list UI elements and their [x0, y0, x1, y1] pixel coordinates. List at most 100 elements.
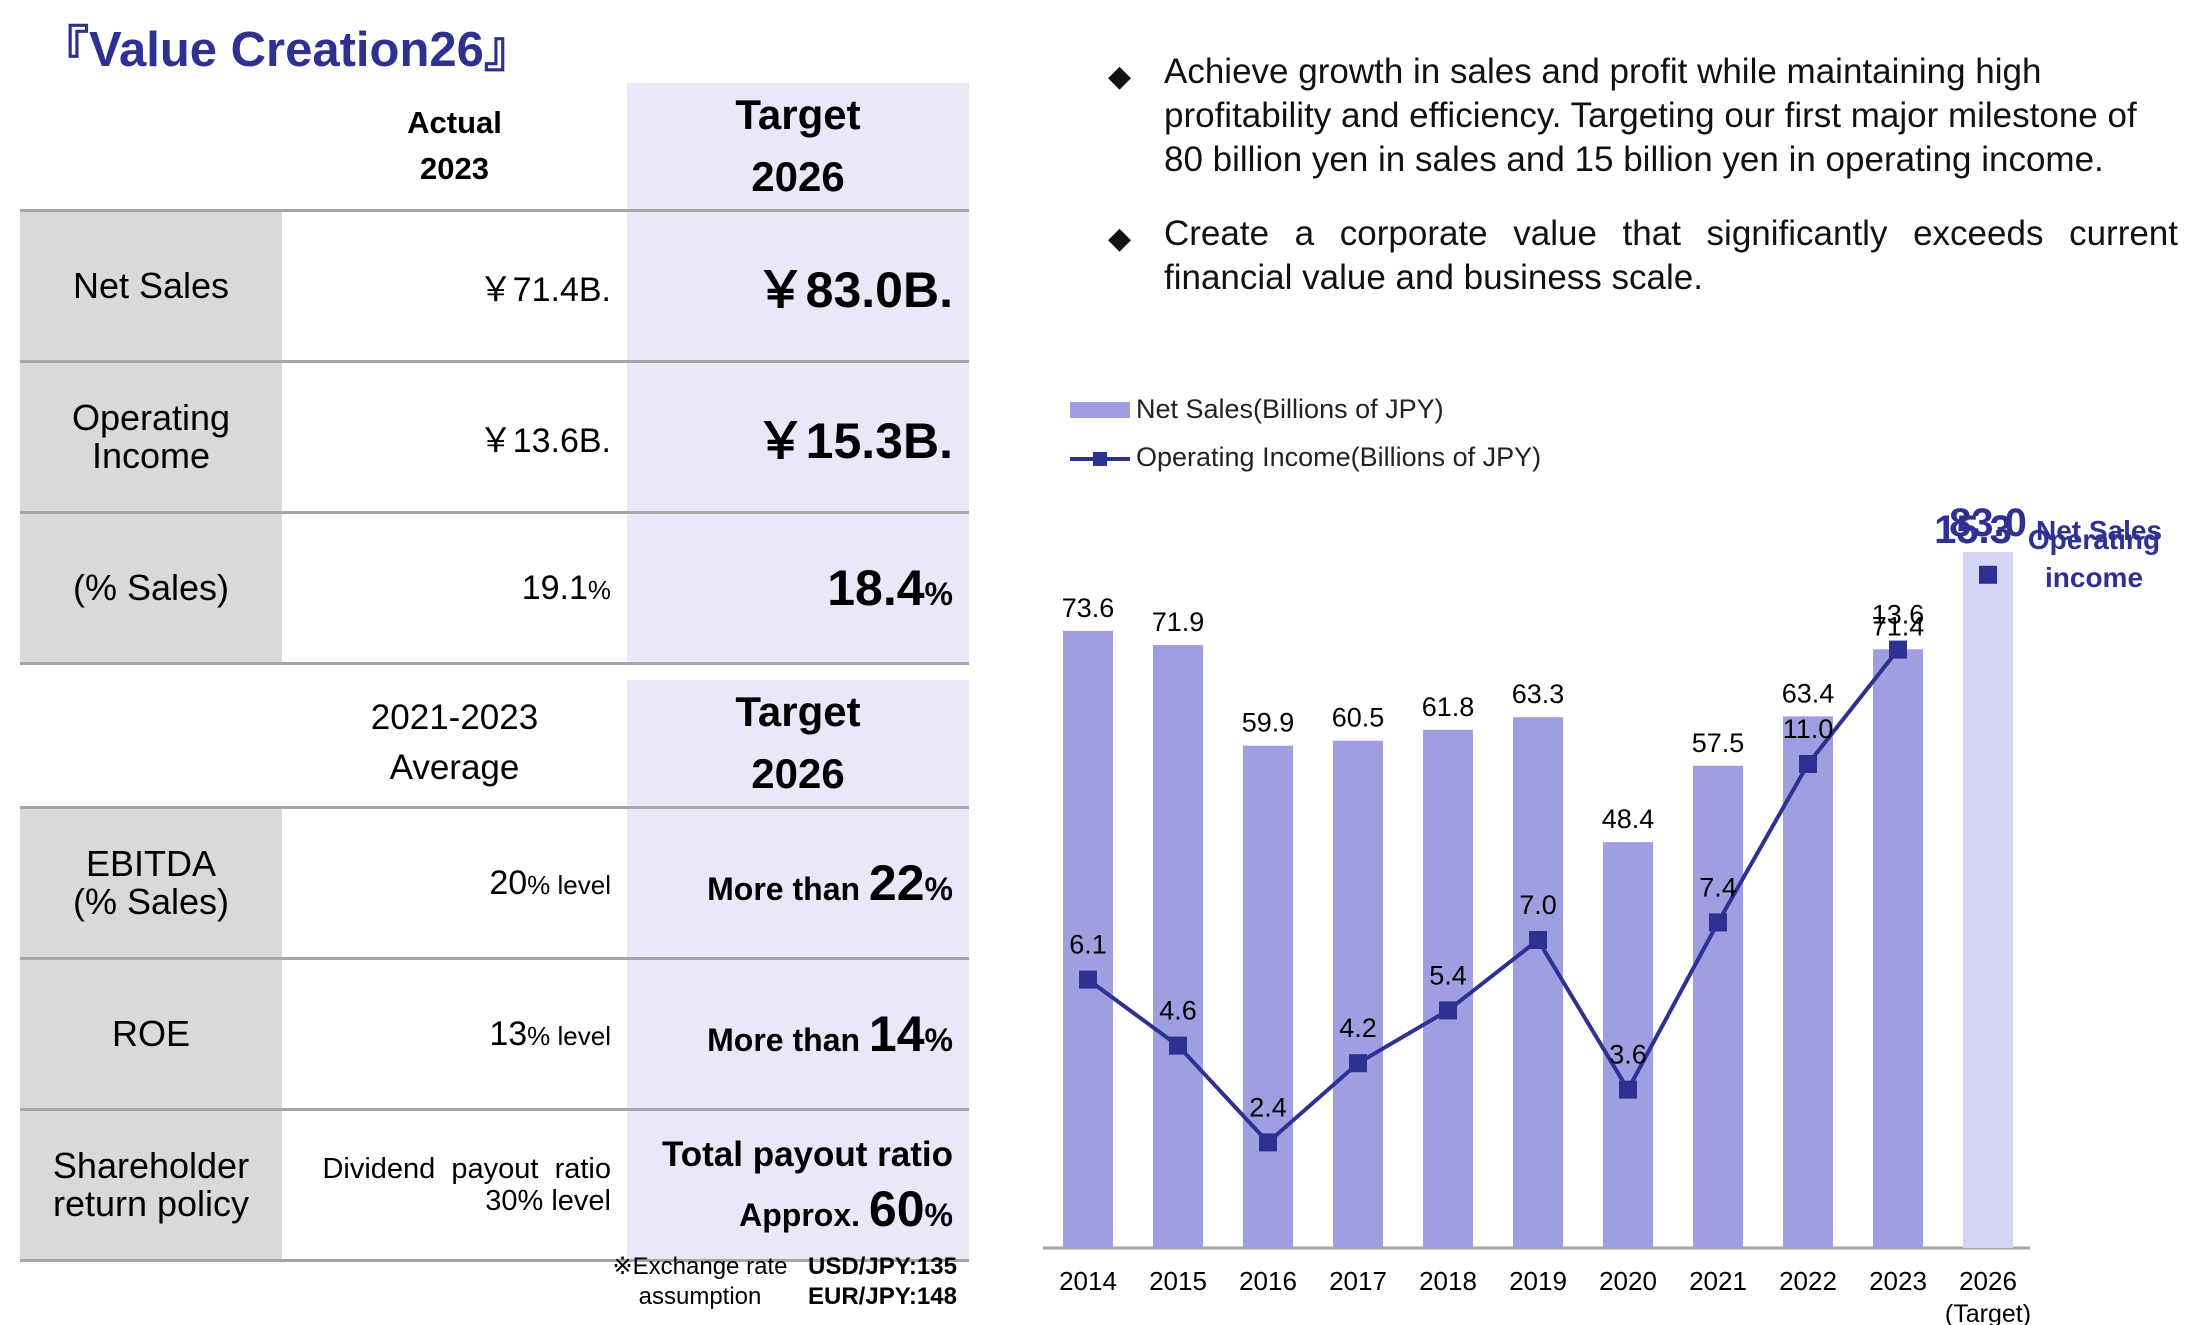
bar-value-label: 63.4 [1782, 678, 1835, 708]
x-tick-label: 2026 [1959, 1266, 2017, 1296]
row-actual-value: ￥13.6B. [478, 421, 611, 460]
bar-value-label: 71.4 [1872, 611, 1925, 641]
row-target-value: More than 22% [627, 809, 969, 957]
target-income-label-line1: Operating [2028, 524, 2160, 555]
row-label-roe: ROE [20, 960, 282, 1108]
row-label-ebitda: EBITDA (% Sales) [20, 809, 282, 957]
table-row: EBITDA (% Sales) 20% level More than 22% [20, 806, 969, 957]
bullet-list: ◆ Achieve growth in sales and profit whi… [1108, 50, 2178, 330]
bar-swatch-icon [1070, 402, 1130, 418]
row-target-value: ￥15.3B. [627, 363, 969, 511]
bar-2015 [1153, 645, 1203, 1248]
header-target: Target 2026 [627, 680, 969, 806]
target-sales-label: Net Sales [2036, 515, 2162, 546]
page-title: 『Value Creation26』 [40, 23, 533, 77]
bar-2016 [1243, 745, 1293, 1248]
kpi-table-2023: Actual 2023 Target 2026 Net Sales ￥71.4B… [20, 83, 969, 665]
x-tick-label: 2014 [1059, 1266, 1117, 1296]
table-row: Shareholder return policy Dividend payou… [20, 1108, 969, 1262]
row-target-value: ￥83.0B. [627, 212, 969, 360]
income-value-label: 3.6 [1609, 1040, 1647, 1070]
bar-2018 [1423, 729, 1473, 1248]
income-value-label: 13.6 [1872, 600, 1925, 630]
header-actual-line2: Average [389, 748, 520, 787]
row-target-value: Total payout ratio Approx. 60% [627, 1111, 969, 1259]
header-actual-line1: 2021-2023 [370, 698, 539, 737]
bullet-item: ◆ Create a corporate value that signific… [1108, 214, 2178, 297]
table-row: (% Sales) 19.1% 18.4% [20, 511, 969, 665]
row-actual-value: Dividend payout ratio 30% level [322, 1153, 611, 1217]
header-target-line1: Target [735, 688, 861, 735]
diamond-bullet-icon: ◆ [1108, 222, 1132, 255]
bar-2021 [1693, 765, 1743, 1248]
income-value-label: 7.0 [1519, 890, 1557, 920]
target-income-value: 15.3 [1934, 508, 2012, 552]
header-actual: Actual 2023 [282, 83, 627, 209]
income-marker-2023 [1889, 640, 1907, 659]
bar-value-label: 59.9 [1242, 708, 1295, 738]
income-value-label: 5.4 [1429, 960, 1467, 990]
income-marker-2014 [1079, 970, 1097, 989]
x-tick-label: 2015 [1149, 1266, 1207, 1296]
x-tick-sublabel: (Target) [1945, 1300, 2031, 1325]
kpi-table-average: 2021-2023 Average Target 2026 EBITDA (% … [20, 680, 969, 1262]
x-tick-label: 2016 [1239, 1266, 1297, 1296]
header-actual-line2: 2023 [420, 151, 489, 186]
bar-value-label: 48.4 [1602, 804, 1655, 834]
bar-2026 [1963, 552, 2013, 1248]
income-value-label: 4.2 [1339, 1013, 1377, 1043]
table-header: 2021-2023 Average Target 2026 [20, 680, 969, 806]
income-marker-2016 [1259, 1133, 1277, 1152]
bar-2023 [1873, 649, 1923, 1248]
bar-2019 [1513, 717, 1563, 1248]
row-actual-value: ￥71.4B. [478, 270, 611, 309]
income-marker-2026 [1979, 565, 1997, 584]
header-target: Target 2026 [627, 83, 969, 209]
bar-2014 [1063, 630, 1113, 1248]
bar-2020 [1603, 842, 1653, 1248]
header-target-line1: Target [735, 91, 861, 138]
table-header: Actual 2023 Target 2026 [20, 83, 969, 209]
fx-note-values: USD/JPY:135 EUR/JPY:148 [808, 1253, 957, 1310]
bar-value-label: 57.5 [1692, 728, 1745, 758]
income-value-label: 6.1 [1069, 930, 1107, 960]
bar-value-label: 60.5 [1332, 703, 1385, 733]
x-tick-label: 2020 [1599, 1266, 1657, 1296]
target-income-label-line2: income [2045, 562, 2143, 593]
row-label-operating-income: Operating Income [20, 363, 282, 511]
row-actual-value: 20% level [489, 863, 611, 902]
income-value-label: 7.4 [1699, 872, 1737, 902]
x-tick-label: 2022 [1779, 1266, 1837, 1296]
bar-2022 [1783, 716, 1833, 1248]
target-sales-value: 83.0 [1949, 501, 2027, 545]
income-value-label: 11.0 [1783, 714, 1834, 744]
income-marker-2020 [1619, 1080, 1637, 1099]
row-label-shareholder-return: Shareholder return policy [20, 1111, 282, 1259]
table-row: ROE 13% level More than 14% [20, 957, 969, 1108]
operating-income-line [1086, 648, 1900, 1146]
bar-value-label: 63.3 [1512, 679, 1565, 709]
x-tick-label: 2023 [1869, 1266, 1927, 1296]
bar-value-label: 61.8 [1422, 692, 1475, 722]
income-marker-2019 [1529, 931, 1547, 949]
x-tick-label: 2019 [1509, 1266, 1567, 1296]
diamond-bullet-icon: ◆ [1108, 60, 1132, 93]
bullet-item: ◆ Achieve growth in sales and profit whi… [1108, 52, 2137, 179]
square-marker-icon [1093, 452, 1107, 466]
header-actual: 2021-2023 Average [282, 680, 627, 806]
x-tick-label: 2018 [1419, 1266, 1477, 1296]
bar-2017 [1333, 740, 1383, 1248]
fx-note-label: ※Exchange rate assumption [612, 1253, 788, 1310]
header-actual-line1: Actual [407, 105, 502, 140]
x-tick-label: 2017 [1329, 1266, 1387, 1296]
row-target-value: 18.4% [627, 514, 969, 662]
income-value-label: 2.4 [1249, 1092, 1287, 1122]
table-row: Operating Income ￥13.6B. ￥15.3B. [20, 360, 969, 511]
chart-legend: Net Sales(Billions of JPY) Operating Inc… [1070, 390, 1541, 486]
income-marker-2015 [1169, 1036, 1187, 1055]
bar-value-label: 71.9 [1152, 607, 1205, 637]
header-target-line2: 2026 [751, 750, 845, 797]
row-actual-value: 13% level [489, 1014, 611, 1053]
legend-item-net-sales: Net Sales(Billions of JPY) [1070, 390, 1541, 438]
x-tick-label: 2021 [1689, 1266, 1747, 1296]
